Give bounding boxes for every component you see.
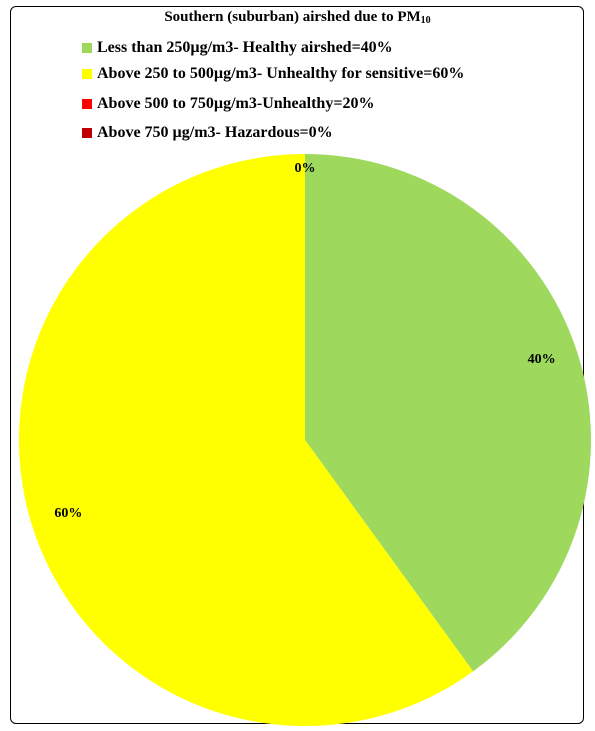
title-subscript: 10 <box>420 15 431 26</box>
legend-swatch-unhealthy-sensitive <box>82 69 92 79</box>
pie-slice-0 <box>305 154 591 672</box>
legend-label-unhealthy-sensitive: Above 250 to 500µg/m3- Unhealthy for sen… <box>97 65 465 82</box>
legend-swatch-unhealthy <box>82 99 92 109</box>
legend-swatch-healthy <box>82 43 92 53</box>
legend-item-unhealthy-sensitive: Above 250 to 500µg/m3- Unhealthy for sen… <box>82 59 464 89</box>
legend-label-unhealthy: Above 500 to 750µg/m3-Unhealthy=20% <box>97 95 375 112</box>
chart-title: Southern (suburban) airshed due to PM10 <box>164 9 431 26</box>
legend-swatch-hazardous <box>82 128 92 138</box>
legend-item-healthy: Less than 250µg/m3- Healthy airshed=40% <box>82 37 464 59</box>
pie-slice-1 <box>18 154 474 727</box>
legend-label-hazardous: Above 750 µg/m3- Hazardous=0% <box>97 124 333 141</box>
data-label-slice-0: 40% <box>528 352 556 367</box>
legend-label-healthy: Less than 250µg/m3- Healthy airshed=40% <box>97 39 393 56</box>
data-label-slice-1: 60% <box>54 506 82 521</box>
data-label-slice-3: 0% <box>295 161 316 176</box>
legend-item-hazardous: Above 750 µg/m3- Hazardous=0% <box>82 119 464 147</box>
legend: Less than 250µg/m3- Healthy airshed=40% … <box>82 37 464 147</box>
legend-item-unhealthy: Above 500 to 750µg/m3-Unhealthy=20% <box>82 89 464 119</box>
